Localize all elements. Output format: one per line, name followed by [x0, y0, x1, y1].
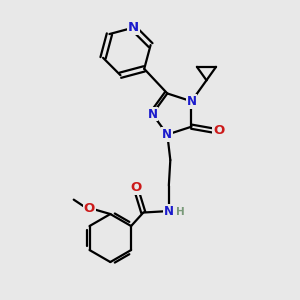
Text: H: H [176, 207, 184, 217]
Text: N: N [147, 107, 158, 121]
Text: O: O [213, 124, 225, 137]
Text: N: N [128, 21, 139, 34]
Text: O: O [130, 181, 142, 194]
Text: N: N [162, 128, 172, 141]
Text: N: N [187, 95, 196, 108]
Text: N: N [164, 205, 174, 218]
Text: O: O [84, 202, 95, 215]
